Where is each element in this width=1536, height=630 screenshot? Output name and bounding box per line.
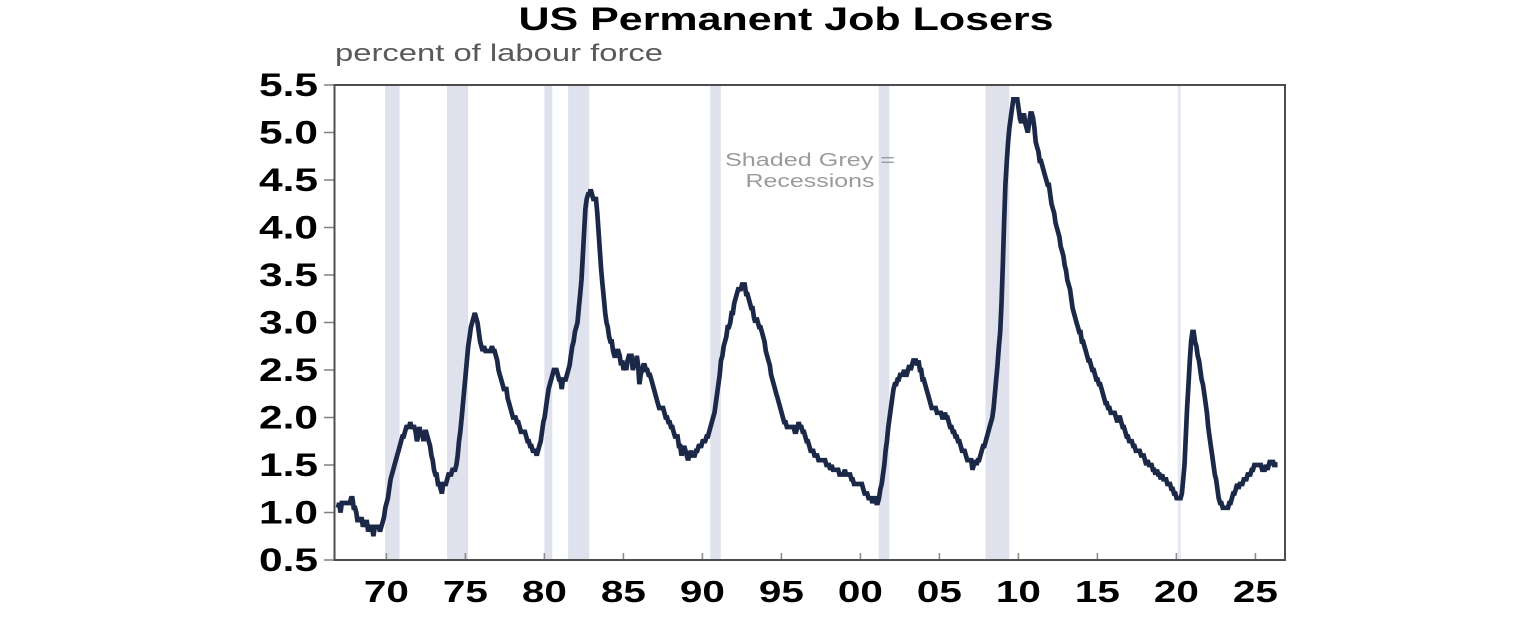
svg-text:15: 15 [1075, 574, 1120, 609]
svg-text:85: 85 [601, 574, 646, 609]
svg-text:95: 95 [759, 574, 804, 609]
svg-text:3.0: 3.0 [259, 305, 318, 341]
svg-text:90: 90 [680, 574, 725, 609]
svg-text:Shaded Grey =: Shaded Grey = [725, 150, 895, 170]
svg-text:20: 20 [1154, 574, 1199, 609]
svg-text:10: 10 [996, 574, 1041, 609]
svg-text:Recessions: Recessions [746, 171, 875, 191]
svg-text:4.0: 4.0 [259, 210, 318, 246]
svg-text:1.0: 1.0 [259, 495, 318, 531]
svg-text:3.5: 3.5 [259, 257, 318, 293]
svg-text:5.0: 5.0 [259, 115, 318, 151]
svg-text:0.5: 0.5 [259, 542, 318, 578]
svg-text:5.5: 5.5 [259, 67, 318, 103]
svg-text:2.0: 2.0 [259, 400, 318, 436]
svg-text:25: 25 [1233, 574, 1278, 609]
svg-text:70: 70 [364, 574, 409, 609]
svg-text:05: 05 [917, 574, 962, 609]
svg-text:75: 75 [443, 574, 488, 609]
svg-text:80: 80 [522, 574, 567, 609]
svg-text:US Permanent Job Losers: US Permanent Job Losers [519, 1, 1054, 37]
svg-text:2.5: 2.5 [259, 352, 318, 388]
svg-text:1.5: 1.5 [259, 447, 318, 483]
svg-text:percent of labour force: percent of labour force [335, 40, 663, 67]
svg-text:00: 00 [838, 574, 883, 609]
svg-text:4.5: 4.5 [259, 162, 318, 198]
